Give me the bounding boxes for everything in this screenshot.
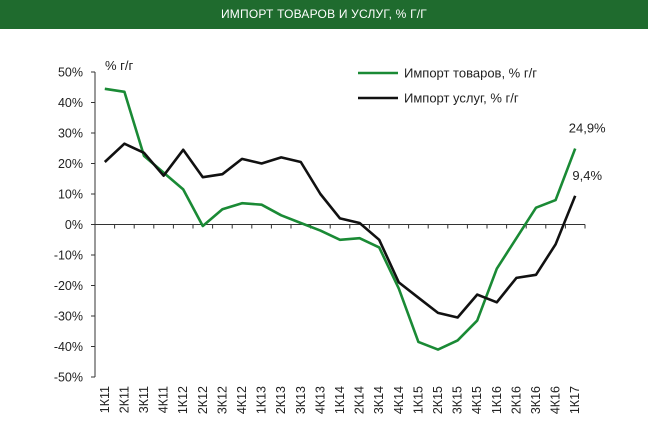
data-label-2: 9,4% [572, 168, 602, 183]
y-tick-label: -30% [54, 310, 83, 324]
x-tick-label: 2К14 [353, 386, 367, 414]
chart-header: ИМПОРТ ТОВАРОВ И УСЛУГ, % Г/Г [0, 0, 648, 29]
y-tick-label: -20% [54, 279, 83, 293]
x-tick-label: 1К14 [333, 386, 347, 414]
x-tick-label: 3К16 [529, 386, 543, 414]
y-tick-label: 30% [58, 127, 83, 141]
y-tick-label: 20% [58, 157, 83, 171]
legend: Импорт товаров, % г/г Импорт услуг, % г/г [358, 66, 537, 106]
series-lines [103, 87, 577, 351]
x-tick-label: 2К16 [509, 386, 523, 414]
x-tick-label: 1К12 [176, 386, 190, 414]
y-tick-label: -40% [54, 340, 83, 354]
y-axis: 50% 40% 30% 20% 10% 0% -10% -20% -30% -40% -50% [54, 66, 96, 385]
x-tick-label: 2К13 [274, 386, 288, 414]
x-tick-label: 1К11 [98, 386, 112, 413]
x-tick-label: 2К15 [431, 386, 445, 414]
y-tick-label: 40% [58, 96, 83, 110]
x-tick-label: 2К11 [117, 386, 131, 413]
y-tick-label: 10% [58, 188, 83, 202]
x-tick-label: 1К17 [568, 386, 582, 414]
y-tick-label: -10% [54, 249, 83, 263]
x-axis: 1К11 2К11 3К11 4К11 1К12 2К12 3К12 4К12 1К13 2К13… [94, 224, 586, 414]
data-label-1: 24,9% [569, 121, 606, 136]
x-tick-label: 3К15 [451, 386, 465, 414]
x-tick-label: 3К11 [137, 386, 151, 413]
x-tick-label: 3К14 [372, 386, 386, 414]
x-tick-label: 4К11 [157, 386, 171, 413]
y-tick-label: -50% [54, 371, 83, 385]
x-tick-label: 1К15 [411, 386, 425, 414]
x-tick-label: 4К16 [549, 386, 563, 414]
x-tick-label: 4К15 [470, 386, 484, 414]
series-line-2 [103, 142, 577, 319]
series-line-1 [104, 87, 577, 351]
y-tick-label: 50% [58, 66, 83, 80]
x-tick-label: 4К14 [392, 386, 406, 414]
x-tick-label: 3К12 [215, 386, 229, 414]
data-labels: 24,9% 9,4% [569, 121, 606, 183]
legend-label-1: Импорт товаров, % г/г [404, 66, 537, 81]
x-tick-label: 2К12 [196, 386, 210, 414]
unit-label: % г/г [105, 58, 134, 73]
x-tick-label: 3К13 [294, 386, 308, 414]
x-tick-label: 1К16 [490, 386, 504, 414]
x-tick-label: 4К13 [313, 386, 327, 414]
y-tick-label: 0% [65, 218, 83, 232]
legend-label-2: Импорт услуг, % г/г [404, 91, 519, 106]
x-tick-label: 1К13 [255, 386, 269, 414]
x-tick-label: 4К12 [235, 386, 249, 414]
